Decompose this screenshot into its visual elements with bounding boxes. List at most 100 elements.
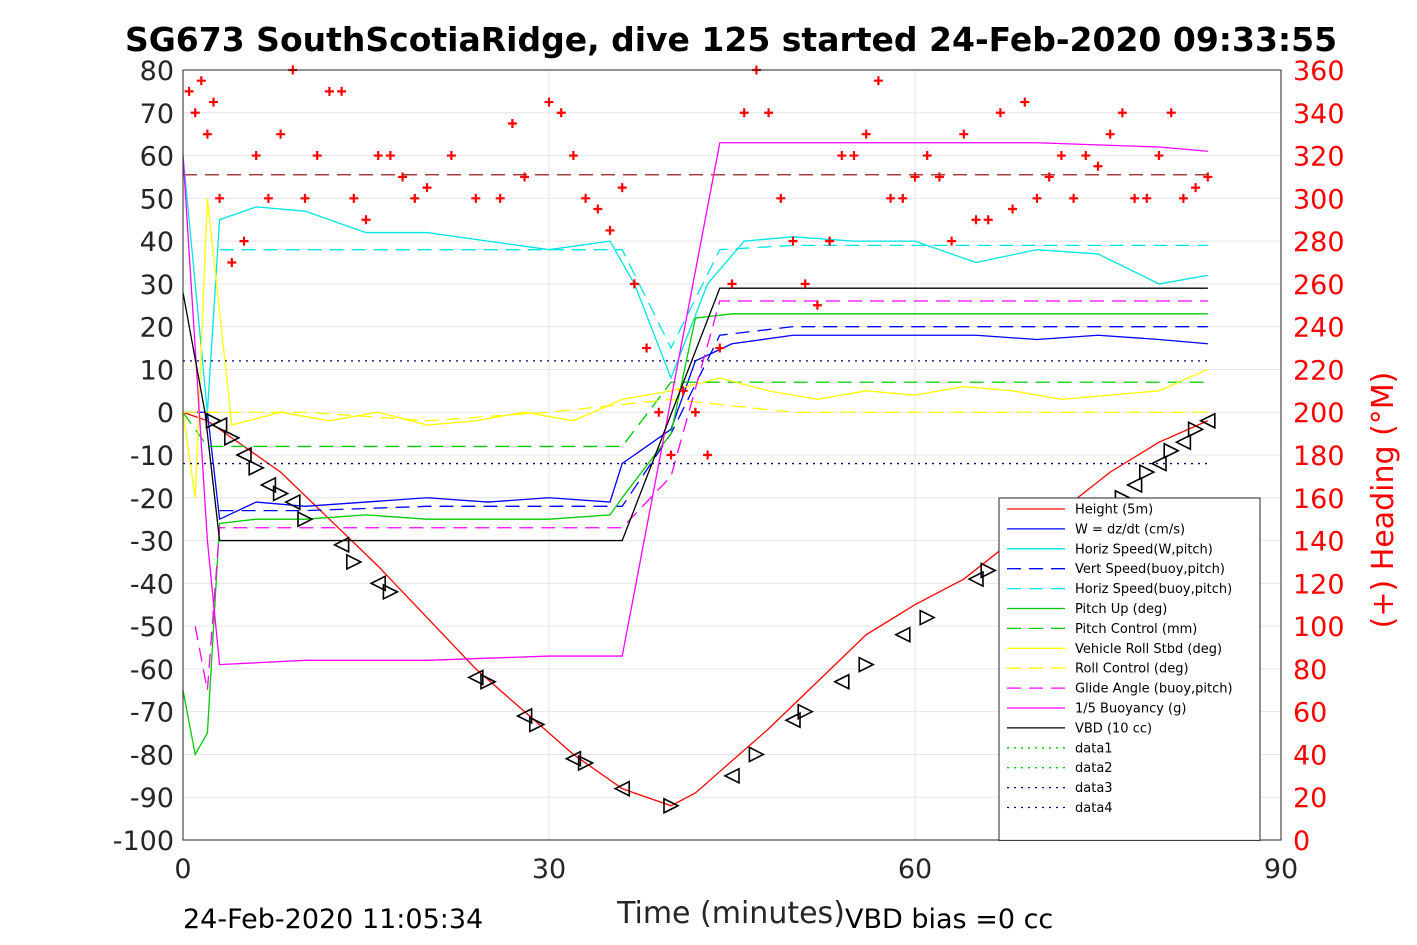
y-tick-label-7: 10 <box>140 355 174 386</box>
heading-point-41 <box>703 450 713 460</box>
heading-point-31 <box>581 193 591 203</box>
heading-point-8 <box>251 151 261 161</box>
right-y-tick-label-5: 260 <box>1293 270 1345 301</box>
legend-entry-5: Pitch Up (deg) <box>1075 602 1167 617</box>
depth-marker-23 <box>784 711 801 729</box>
series-line-5 <box>182 313 1208 757</box>
heading-point-56 <box>886 193 896 203</box>
depth-marker-12 <box>382 583 400 601</box>
depth-marker-17 <box>564 750 582 768</box>
heading-point-59 <box>922 151 932 161</box>
heading-point-53 <box>849 151 859 161</box>
heading-point-37 <box>654 407 664 417</box>
y-tick-label-14: -60 <box>130 655 174 686</box>
depth-marker-13 <box>467 669 484 686</box>
heading-point-30 <box>568 151 578 161</box>
series-line-3 <box>219 326 1208 512</box>
depth-marker-27 <box>894 626 911 643</box>
right-y-tick-label-8: 200 <box>1293 398 1345 429</box>
heading-point-58 <box>910 172 920 182</box>
heading-point-69 <box>1044 172 1054 182</box>
legend-entry-15: data4 <box>1075 801 1113 816</box>
series-line-10 <box>182 142 1208 666</box>
series-line-8 <box>183 398 1208 422</box>
heading-point-74 <box>1105 129 1115 139</box>
depth-marker-28 <box>919 609 936 626</box>
heading-point-29 <box>556 108 566 118</box>
legend-entry-8: Roll Control (deg) <box>1075 662 1189 677</box>
depth-marker-6 <box>272 485 290 502</box>
right-y-tick-labels: 3603403203002802602402202001801601401201… <box>1293 56 1345 857</box>
heading-point-76 <box>1130 193 1140 203</box>
y-tick-label-15: -70 <box>130 698 174 729</box>
depth-marker-16 <box>528 716 546 733</box>
depth-marker-8 <box>297 510 314 528</box>
right-y-tick-label-0: 360 <box>1293 56 1345 87</box>
heading-point-70 <box>1056 151 1066 161</box>
heading-point-12 <box>300 193 310 203</box>
depth-marker-20 <box>663 797 680 815</box>
heading-point-34 <box>617 183 627 193</box>
depth-marker-1 <box>210 416 228 434</box>
depth-marker-4 <box>248 459 265 477</box>
heading-point-77 <box>1142 193 1152 203</box>
heading-point-46 <box>764 108 774 118</box>
right-y-tick-label-7: 220 <box>1293 355 1345 386</box>
depth-marker-5 <box>259 476 277 494</box>
right-y-tick-label-2: 320 <box>1293 142 1345 173</box>
series-line-9 <box>194 300 1208 691</box>
heading-point-81 <box>1191 183 1201 193</box>
heading-point-43 <box>727 279 737 289</box>
depth-marker-2 <box>224 429 241 447</box>
heading-point-1 <box>190 108 200 118</box>
y-tick-label-1: 70 <box>140 99 174 130</box>
heading-point-42 <box>715 343 725 353</box>
legend-entry-12: data1 <box>1075 741 1113 756</box>
depth-marker-10 <box>345 553 363 571</box>
heading-point-27 <box>520 172 530 182</box>
heading-point-26 <box>507 118 517 128</box>
y-tick-label-0: 80 <box>140 56 174 87</box>
legend-entry-2: Horiz Speed(W,pitch) <box>1075 542 1213 557</box>
depth-marker-3 <box>235 446 252 464</box>
heading-point-61 <box>947 236 957 246</box>
legend-box <box>998 497 1261 841</box>
heading-point-38 <box>666 450 676 460</box>
heading-point-13 <box>312 151 322 161</box>
chart-title: SG673 SouthScotiaRidge, dive 125 started… <box>125 20 1337 59</box>
heading-point-55 <box>873 76 883 86</box>
depth-marker-19 <box>613 780 631 797</box>
legend-entry-4: Horiz Speed(buoy,pitch) <box>1075 582 1232 597</box>
right-y-tick-label-16: 40 <box>1293 740 1327 771</box>
depth-marker-26 <box>858 656 875 673</box>
right-y-axis-label: (+) Heading (°M) <box>1366 372 1401 629</box>
footer-vbd-bias: VBD bias =0 cc <box>845 904 1053 935</box>
series-lines <box>182 142 1209 807</box>
right-y-tick-label-6: 240 <box>1293 313 1345 344</box>
heading-point-40 <box>690 407 700 417</box>
y-tick-label-2: 60 <box>140 142 174 173</box>
heading-point-60 <box>934 172 944 182</box>
y-tick-label-9: -10 <box>130 441 174 472</box>
heading-point-79 <box>1166 108 1176 118</box>
depth-marker-37 <box>1174 433 1192 451</box>
heading-point-14 <box>324 86 334 96</box>
legend-entry-6: Pitch Control (mm) <box>1075 622 1197 637</box>
right-y-tick-label-11: 140 <box>1293 527 1345 558</box>
heading-point-9 <box>263 193 273 203</box>
y-tick-label-12: -40 <box>130 569 174 600</box>
plot-frame <box>182 69 1282 841</box>
legend-entry-14: data3 <box>1075 781 1113 796</box>
heading-point-23 <box>446 151 456 161</box>
heading-point-78 <box>1154 151 1164 161</box>
right-y-tick-label-12: 120 <box>1293 569 1345 600</box>
legend: Height (5m) W = dz/dt (cm/s) Horiz Speed(W… <box>998 497 1261 841</box>
x-tick-label-1: 30 <box>532 854 566 885</box>
heading-point-68 <box>1032 193 1042 203</box>
heading-point-32 <box>593 204 603 214</box>
depth-marker-9 <box>332 536 350 554</box>
y-tick-label-5: 30 <box>140 270 174 301</box>
y-tick-label-16: -80 <box>130 740 174 771</box>
x-tick-label-3: 90 <box>1264 854 1298 885</box>
right-y-tick-label-1: 340 <box>1293 99 1345 130</box>
